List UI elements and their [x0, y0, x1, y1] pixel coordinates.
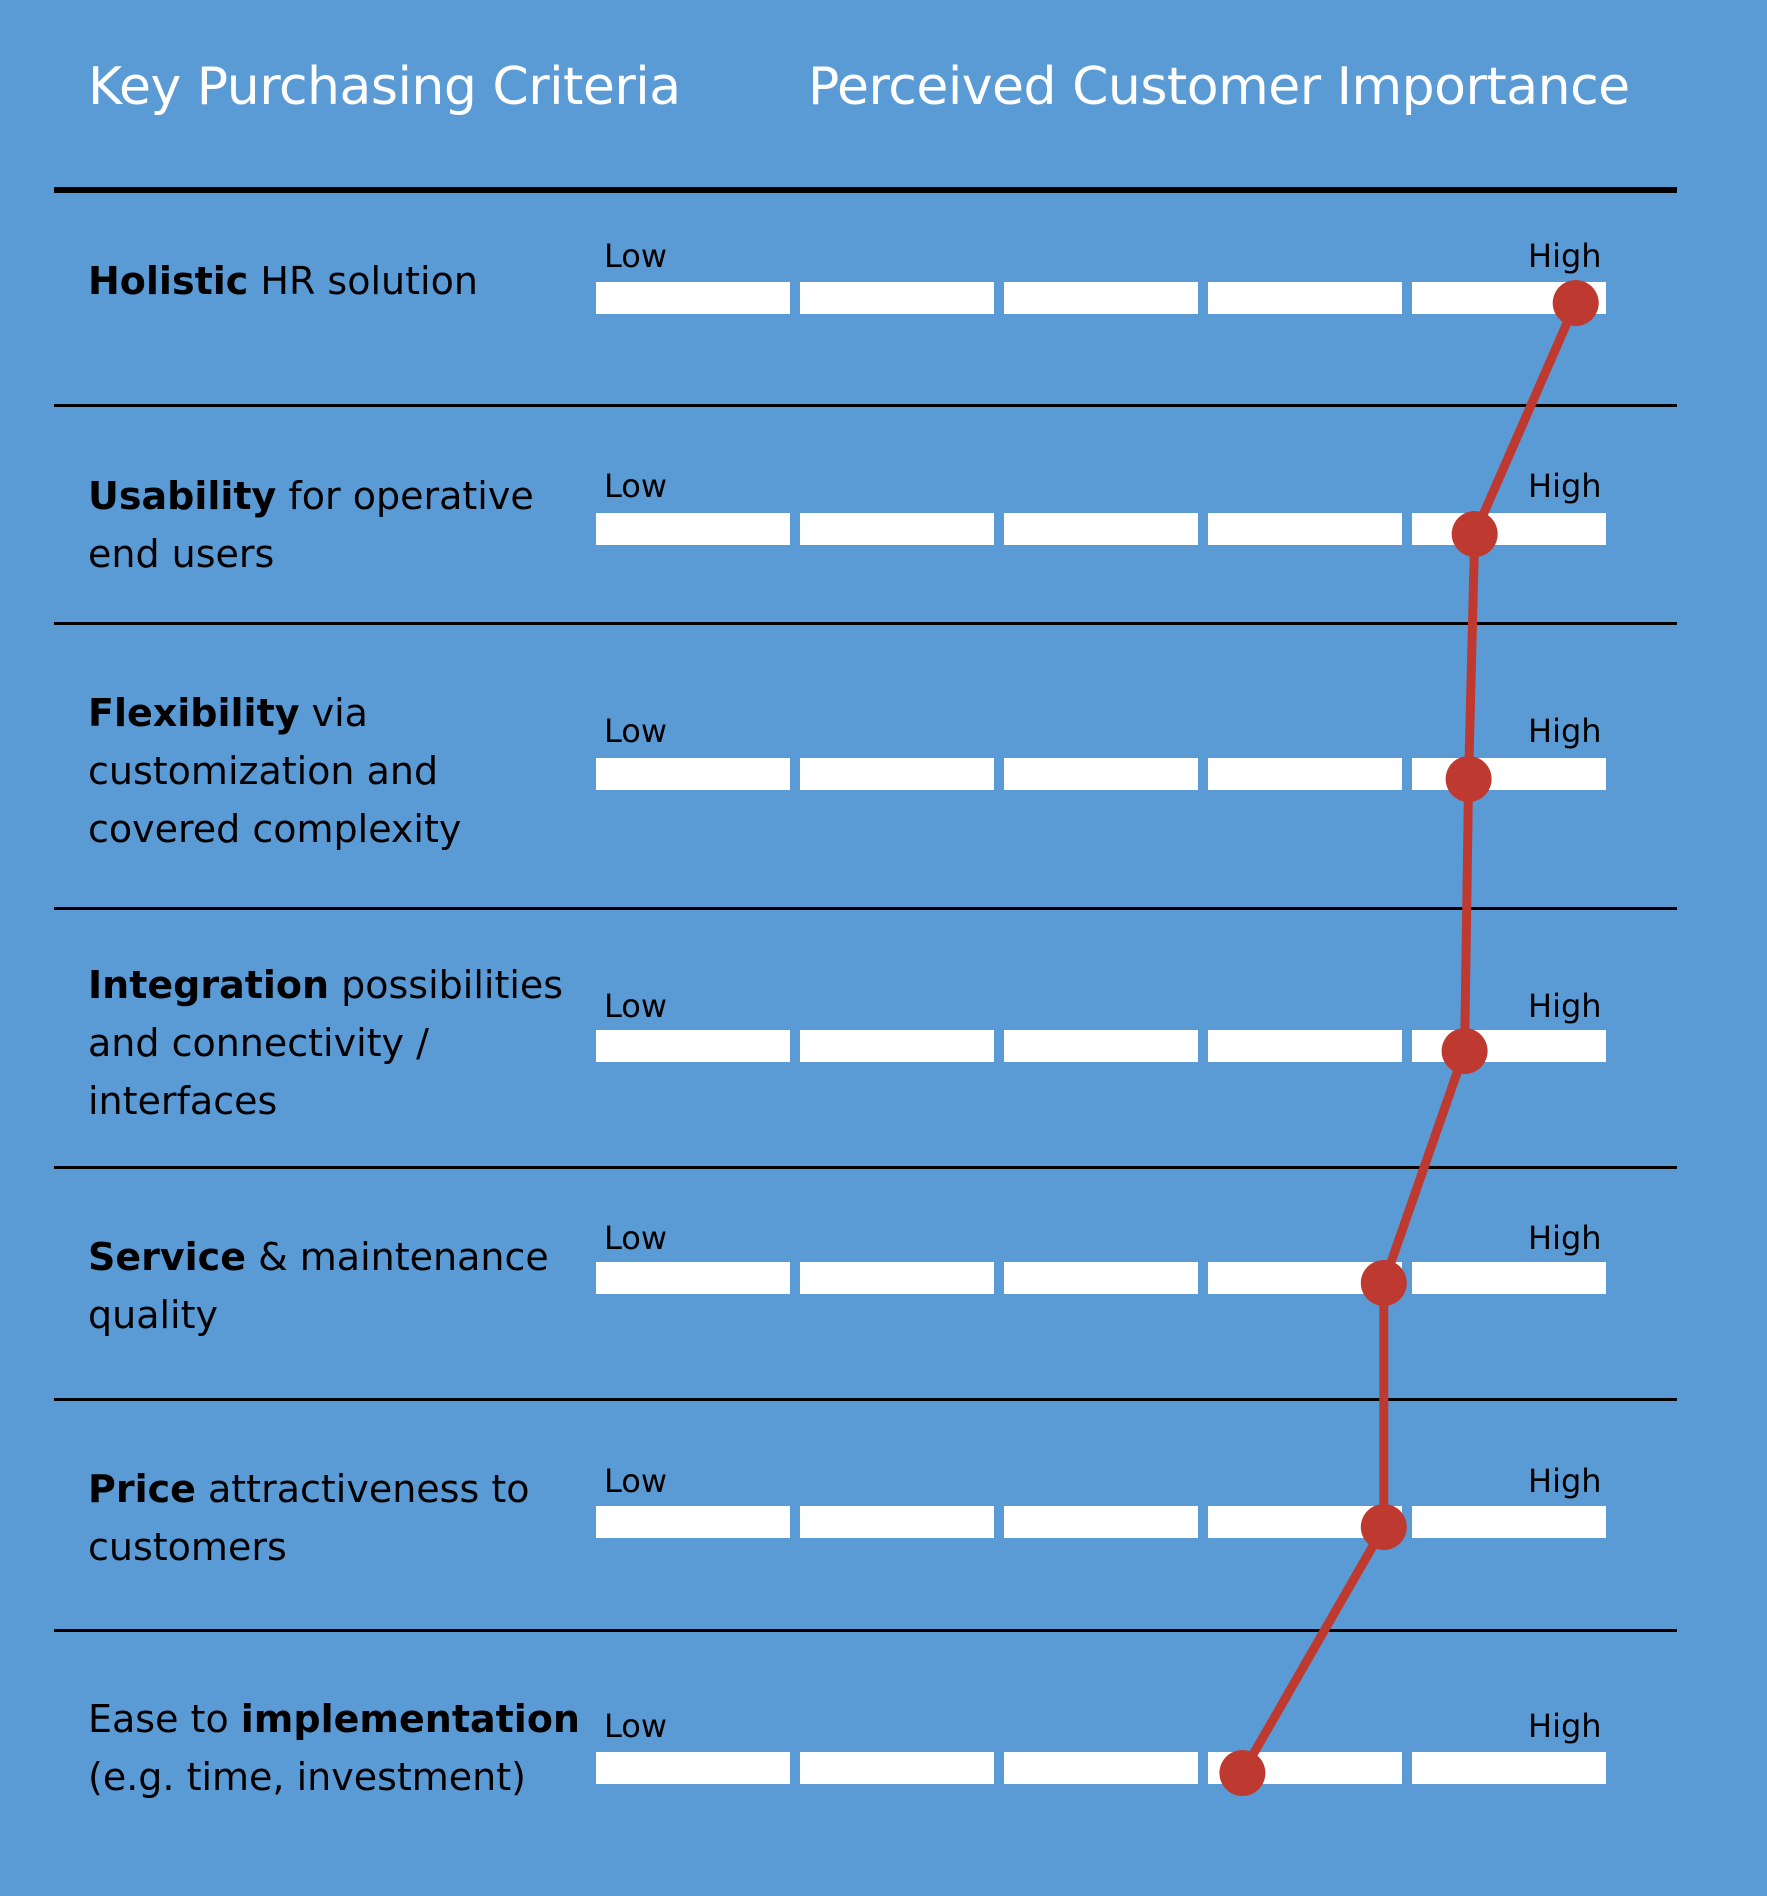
criterion-keyword: Usability	[88, 474, 277, 518]
scale-low-label: Low	[604, 712, 668, 750]
scale-low-label: Low	[604, 467, 668, 505]
criterion-label: Usability for operative end users	[88, 467, 588, 583]
row-divider	[54, 404, 1677, 407]
scale-segment	[596, 1506, 790, 1538]
scale-segment	[800, 513, 994, 545]
criterion-description: (e.g. time, investment)	[88, 1755, 526, 1799]
criterion-description: attractiveness to customers	[88, 1467, 530, 1569]
scale-high-label: High	[1528, 987, 1602, 1025]
scale-segment	[1208, 1030, 1402, 1062]
criterion-keyword: Price	[88, 1467, 196, 1511]
scale-segment	[1004, 758, 1198, 790]
scale-segment	[1208, 758, 1402, 790]
scale-segment	[1412, 282, 1606, 314]
scale-segment	[1412, 1262, 1606, 1294]
scale-segment	[1208, 282, 1402, 314]
scale-segment	[1004, 282, 1198, 314]
criterion-description: via customization and covered complexity	[88, 691, 462, 851]
scale-segment	[596, 282, 790, 314]
scale-low-label: Low	[604, 1707, 668, 1745]
row-divider	[54, 1166, 1677, 1169]
row-divider	[54, 622, 1677, 625]
criterion-label: Service & maintenance quality	[88, 1228, 588, 1344]
scale-segment	[1412, 1506, 1606, 1538]
header-divider	[54, 187, 1677, 193]
criterion-description: HR solution	[248, 259, 478, 303]
scale-low-label: Low	[604, 1219, 668, 1257]
scale-high-label: High	[1528, 467, 1602, 505]
criterion-keyword: Holistic	[88, 259, 249, 303]
criteria-column-title: Key Purchasing Criteria	[88, 57, 681, 117]
scale-segment	[1004, 1752, 1198, 1784]
scale-high-label: High	[1528, 1707, 1602, 1745]
criterion-label: Flexibility via customization and covere…	[88, 684, 588, 858]
criterion-keyword: implementation	[240, 1697, 580, 1741]
scale-segment	[800, 1506, 994, 1538]
criterion-label: Price attractiveness to customers	[88, 1460, 588, 1576]
criterion-label: Integration possibilities and connectivi…	[88, 956, 588, 1130]
scale-segment	[596, 1030, 790, 1062]
criterion-keyword: Flexibility	[88, 691, 300, 735]
scale-segment	[800, 758, 994, 790]
scale-segment	[1004, 1030, 1198, 1062]
scale-segment	[1208, 513, 1402, 545]
row-divider	[54, 907, 1677, 910]
criterion-label: Holistic HR solution	[88, 252, 588, 310]
criterion-prefix: Ease to	[88, 1697, 241, 1741]
row-divider	[54, 1629, 1677, 1632]
scale-segment	[1004, 1262, 1198, 1294]
scale-segment	[596, 758, 790, 790]
importance-column-title: Perceived Customer Importance	[808, 57, 1630, 117]
scale-segment	[1412, 513, 1606, 545]
scale-segment	[1004, 513, 1198, 545]
criterion-label: Ease to implementation (e.g. time, inves…	[88, 1690, 588, 1806]
criterion-description: possibilities and connectivity / interfa…	[88, 963, 564, 1123]
scale-segment	[1208, 1752, 1402, 1784]
scale-low-label: Low	[604, 987, 668, 1025]
criterion-keyword: Integration	[88, 963, 330, 1007]
scale-high-label: High	[1528, 1219, 1602, 1257]
scale-high-label: High	[1528, 712, 1602, 750]
scale-segment	[1004, 1506, 1198, 1538]
scale-segment	[800, 282, 994, 314]
scale-low-label: Low	[604, 237, 668, 275]
scale-segment	[596, 1752, 790, 1784]
scale-segment	[596, 513, 790, 545]
scale-segment	[1412, 758, 1606, 790]
scale-segment	[596, 1262, 790, 1294]
row-divider	[54, 1398, 1677, 1401]
scale-high-label: High	[1528, 237, 1602, 275]
scale-segment	[1208, 1262, 1402, 1294]
scale-segment	[800, 1752, 994, 1784]
criterion-description: & maintenance quality	[88, 1235, 549, 1337]
scale-segment	[800, 1262, 994, 1294]
criterion-description: for operative end users	[88, 474, 534, 576]
scale-low-label: Low	[604, 1462, 668, 1500]
scale-segment	[1412, 1752, 1606, 1784]
scale-segment	[1412, 1030, 1606, 1062]
criterion-keyword: Service	[88, 1235, 246, 1279]
scale-segment	[800, 1030, 994, 1062]
scale-segment	[1208, 1506, 1402, 1538]
scale-high-label: High	[1528, 1462, 1602, 1500]
